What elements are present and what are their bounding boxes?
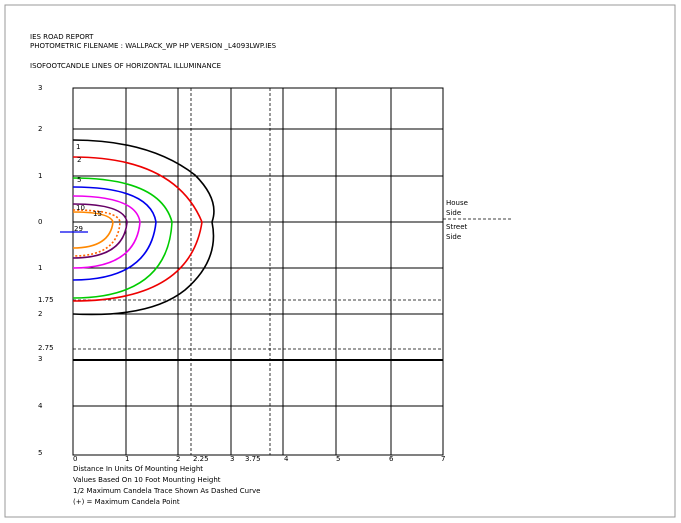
page-border <box>4 4 676 518</box>
side-label: House <box>446 199 468 207</box>
grid <box>72 87 512 456</box>
title: IES ROAD REPORT <box>30 33 94 41</box>
x-label: 2 <box>176 455 180 463</box>
x-label: 4 <box>284 455 289 463</box>
x-label: 2.25 <box>193 455 209 463</box>
grid-lines <box>73 88 443 455</box>
plot-frame <box>72 87 444 456</box>
contour <box>72 186 157 281</box>
y-label: 2 <box>38 125 42 133</box>
y-label: 1 <box>38 172 42 180</box>
contour-label: 1 <box>76 143 80 151</box>
contour-label: 29 <box>74 225 83 233</box>
side-label: Side <box>446 209 461 217</box>
side-label: Side <box>446 233 461 241</box>
note: 1/2 Maximum Candela Trace Shown As Dashe… <box>73 487 260 495</box>
contour <box>72 211 114 249</box>
contour-label: 2 <box>77 156 81 164</box>
x-label: 3 <box>230 455 234 463</box>
subtitle: ISOFOOTCANDLE LINES OF HORIZONTAL ILLUMI… <box>30 62 221 70</box>
side-label: Street <box>446 223 468 231</box>
contour <box>72 139 215 316</box>
contour-label: 5 <box>77 176 81 184</box>
y-label: 2.75 <box>38 344 54 352</box>
contour-label: 10 <box>76 204 85 212</box>
x-labels: 0 1 2 2.25 3 3.75 4 5 6 7 <box>73 455 445 463</box>
dashed-lines <box>73 88 512 455</box>
y-label: 0 <box>38 218 42 226</box>
y-label: 3 <box>38 355 42 363</box>
y-label: 4 <box>38 402 43 410</box>
x-label: 1 <box>125 455 129 463</box>
filename: PHOTOMETRIC FILENAME : WALLPACK_WP HP VE… <box>30 42 277 50</box>
contour <box>72 156 203 302</box>
note: Distance In Units Of Mounting Height <box>73 465 203 473</box>
y-label: 2 <box>38 310 42 318</box>
contour <box>72 177 173 299</box>
x-label: 5 <box>336 455 340 463</box>
y-label: 1.75 <box>38 296 54 304</box>
note: (+) = Maximum Candela Point <box>73 498 180 506</box>
contours <box>60 139 215 316</box>
x-label: 7 <box>441 455 445 463</box>
contour-label: 15 <box>93 210 102 218</box>
y-labels: 3 2 1 0 1 1.75 2 2.75 3 4 5 <box>38 84 54 457</box>
contour <box>72 203 128 259</box>
note: Values Based On 10 Foot Mounting Height <box>73 476 221 484</box>
contour <box>72 195 141 269</box>
x-label: 3.75 <box>245 455 261 463</box>
x-label: 6 <box>389 455 394 463</box>
y-label: 3 <box>38 84 42 92</box>
x-label: 0 <box>73 455 77 463</box>
y-label: 5 <box>38 449 42 457</box>
y-label: 1 <box>38 264 42 272</box>
